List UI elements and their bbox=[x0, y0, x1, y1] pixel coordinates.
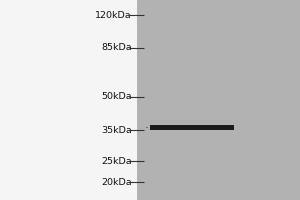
Text: 35kDa: 35kDa bbox=[101, 126, 132, 135]
Text: 50kDa: 50kDa bbox=[101, 92, 132, 101]
Bar bbox=[0, 0, 136, 200]
Text: 20kDa: 20kDa bbox=[101, 178, 132, 187]
Bar bbox=[136, 0, 300, 200]
Text: 85kDa: 85kDa bbox=[101, 43, 132, 52]
Bar bbox=[150, 125, 234, 130]
Text: 25kDa: 25kDa bbox=[101, 157, 132, 166]
Text: 120kDa: 120kDa bbox=[95, 11, 132, 20]
